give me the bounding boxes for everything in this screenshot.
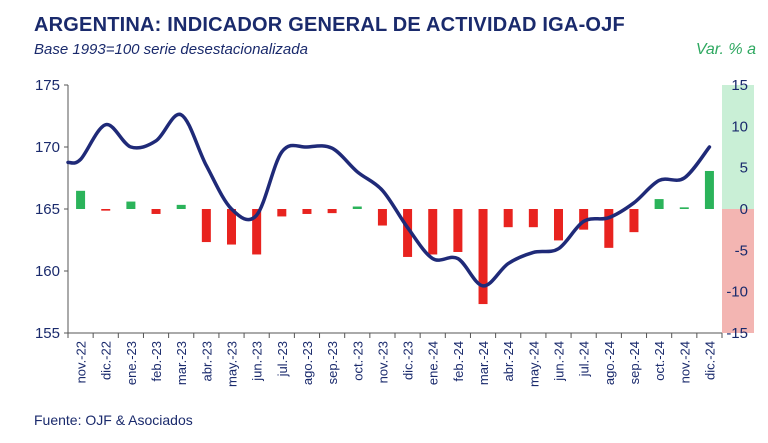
- bar: [302, 209, 312, 214]
- bar: [327, 209, 337, 214]
- source-note: Fuente: OJF & Asociados: [34, 412, 193, 428]
- left-tick-label: 155: [35, 325, 60, 342]
- bar-series: [76, 170, 714, 305]
- x-tick-label: nov.-24: [677, 341, 692, 383]
- chart-axes: [64, 84, 723, 338]
- chart-title: ARGENTINA: INDICADOR GENERAL DE ACTIVIDA…: [34, 14, 625, 36]
- bar: [201, 209, 211, 243]
- x-tick-label: may.-24: [526, 341, 541, 387]
- x-tick-label: feb.-23: [149, 341, 164, 381]
- axis-labels: 155 160 165 170 175 -15 -10 -5 0 5 10 15 nov.-22 dic.…: [35, 77, 748, 387]
- x-tick-label: mar.-23: [174, 341, 189, 385]
- bar: [654, 199, 664, 209]
- right-axis-panel: [722, 85, 754, 333]
- bar: [101, 209, 111, 211]
- x-tick-label: ene.-24: [426, 341, 441, 385]
- x-tick-label: abr.-23: [199, 341, 214, 381]
- bar: [604, 209, 614, 248]
- bar: [403, 209, 413, 257]
- bar: [503, 209, 513, 228]
- bar: [579, 209, 589, 230]
- x-tick-label: sep.-24: [627, 341, 642, 384]
- x-tick-label: jul.-23: [275, 341, 290, 377]
- x-tick-label: jul.-24: [577, 341, 592, 377]
- left-tick-label: 170: [35, 139, 60, 156]
- x-tick-label: dic.-22: [99, 341, 114, 380]
- bar: [528, 209, 538, 228]
- x-tick-label: nov.-23: [375, 341, 390, 383]
- bar: [252, 209, 262, 255]
- bar: [76, 190, 86, 209]
- line-series: [66, 112, 712, 288]
- bar: [453, 209, 463, 252]
- x-tick-label: ago.-24: [602, 341, 617, 385]
- right-panel-negative: [722, 209, 754, 333]
- x-tick-label: jun.-23: [250, 341, 265, 382]
- left-tick-label: 160: [35, 263, 60, 280]
- x-tick-label: sep.-23: [325, 341, 340, 384]
- bar: [227, 209, 236, 245]
- right-panel-positive: [722, 85, 754, 209]
- x-tick-label: jun.-24: [552, 341, 567, 382]
- right-tick-label: -5: [735, 242, 748, 259]
- bar: [478, 209, 488, 305]
- bar: [126, 201, 136, 209]
- right-axis-label: Var. % a: [695, 41, 756, 58]
- x-tick-label: dic.-24: [702, 341, 717, 380]
- left-tick-label: 165: [35, 201, 60, 218]
- left-tick-label: 175: [35, 77, 60, 94]
- right-tick-label: 0: [740, 201, 748, 218]
- bar: [151, 209, 161, 214]
- x-tick-label: dic.-23: [401, 341, 416, 380]
- activity-index-line: [66, 112, 712, 288]
- x-tick-label: oct.-23: [350, 341, 365, 381]
- x-tick-label: mar.-24: [476, 341, 491, 385]
- bar: [377, 209, 387, 226]
- bar: [629, 209, 639, 233]
- bar: [554, 209, 563, 241]
- bar: [679, 207, 689, 209]
- x-tick-label: oct.-24: [652, 341, 667, 381]
- x-tick-label: ago.-23: [300, 341, 315, 385]
- bar: [352, 206, 362, 209]
- x-tick-label: ene.-23: [124, 341, 139, 385]
- x-tick-label: feb.-24: [451, 341, 466, 381]
- right-tick-label: 15: [731, 77, 748, 94]
- x-tick-label: abr.-24: [501, 341, 516, 381]
- bar: [277, 209, 287, 217]
- right-tick-label: 10: [731, 118, 748, 135]
- bar: [428, 209, 438, 255]
- bar: [176, 204, 186, 209]
- bar: [704, 170, 714, 209]
- right-tick-label: 5: [740, 160, 748, 177]
- chart-subtitle: Base 1993=100 serie desestacionalizada: [34, 41, 308, 58]
- x-tick-label: nov.-22: [74, 341, 89, 383]
- right-tick-label: -15: [726, 325, 748, 342]
- right-tick-label: -10: [726, 284, 748, 301]
- x-tick-label: may.-23: [225, 341, 240, 387]
